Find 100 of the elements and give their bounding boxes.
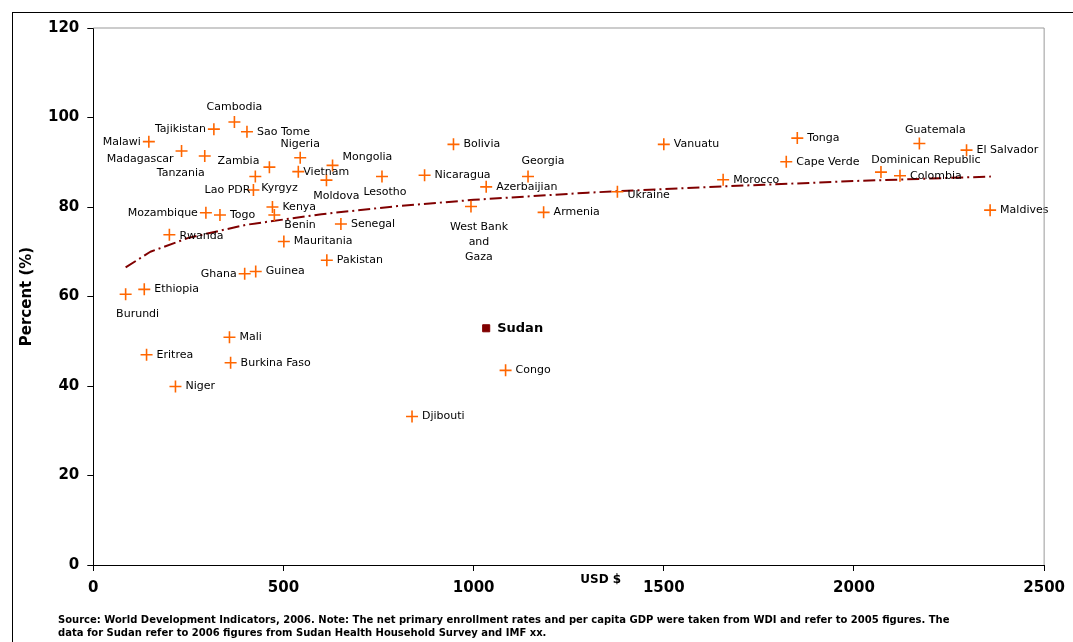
point — [162, 227, 177, 242]
annotation: Vanuatu — [673, 137, 720, 151]
point — [536, 205, 551, 220]
point — [142, 134, 156, 149]
y-tick-label: 120 — [48, 17, 80, 36]
annotation: Togo — [228, 207, 256, 221]
point — [912, 136, 927, 151]
point — [213, 208, 227, 222]
x-tick-label: 0 — [88, 577, 99, 596]
annotation: Kyrgyz — [261, 181, 299, 195]
annotation: Zambia — [217, 154, 260, 168]
annotation: Morocco — [733, 172, 780, 186]
y-tick-label: 40 — [58, 375, 80, 394]
annotation: Colombia — [909, 168, 962, 182]
annotation: Nicaragua — [434, 168, 491, 182]
annotation: Bolivia — [463, 137, 501, 151]
annotation: Benin — [284, 217, 316, 231]
point — [779, 155, 794, 169]
point — [446, 137, 461, 152]
annotation: Lesotho — [363, 185, 407, 199]
annotation: Cape Verde — [796, 154, 860, 168]
annotation: Maldives — [1000, 202, 1049, 216]
annotation: Ethiopia — [154, 282, 200, 296]
point — [498, 363, 513, 378]
point — [223, 355, 238, 370]
point — [207, 122, 221, 136]
annotation: Eritrea — [156, 347, 194, 361]
point — [482, 324, 491, 333]
x-axis-title: USD $ — [580, 572, 622, 587]
annotation: Tonga — [806, 130, 840, 144]
point — [199, 206, 213, 220]
point — [405, 409, 419, 424]
point — [237, 266, 252, 281]
point — [790, 131, 805, 145]
annotation: Senegal — [350, 216, 396, 230]
point — [248, 264, 263, 279]
point — [139, 347, 154, 362]
annotation: Cambodia — [206, 99, 263, 113]
x-tick-label: 500 — [267, 577, 300, 596]
point — [262, 160, 277, 174]
point — [874, 165, 888, 179]
annotation: Mongolia — [342, 150, 393, 164]
point — [893, 168, 907, 183]
point — [137, 282, 152, 297]
x-tick-label: 2500 — [1023, 577, 1065, 596]
point — [716, 172, 730, 187]
annotation: Vietnam — [303, 164, 350, 178]
point — [197, 149, 212, 163]
annotation: Mali — [239, 330, 262, 344]
point — [240, 125, 254, 139]
point — [464, 199, 478, 214]
point — [277, 234, 291, 249]
annotation: Armenia — [553, 205, 600, 219]
annotation: Pakistan — [336, 253, 383, 267]
y-tick-label: 80 — [58, 196, 80, 215]
y-tick-label: 20 — [58, 465, 80, 484]
annotation: Guatemala — [905, 123, 966, 137]
annotation: Nigeria — [280, 136, 320, 150]
y-axis-title: Percent (%) — [16, 246, 35, 347]
annotation: Mozambique — [127, 205, 199, 219]
annotation: Burkina Faso — [240, 355, 312, 369]
annotation: Congo — [515, 363, 551, 377]
annotation: Ghana — [200, 266, 237, 280]
point — [417, 168, 432, 183]
annotation: Georgia — [521, 154, 565, 168]
point — [479, 180, 493, 194]
annotation: Djibouti — [422, 409, 465, 423]
point — [222, 330, 237, 345]
point — [267, 208, 282, 222]
point — [265, 200, 280, 214]
annotation: Guinea — [265, 264, 305, 278]
annotation: Sao Tome — [256, 124, 311, 138]
x-tick-label: 1500 — [642, 577, 685, 596]
y-tick-label: 100 — [48, 107, 80, 126]
point — [174, 144, 189, 158]
annotation: Madagascar — [106, 151, 175, 165]
annotation: Tajikistan — [153, 121, 206, 135]
x-tick-label: 1000 — [452, 577, 495, 596]
annotation: Ukraine — [627, 187, 671, 201]
point — [227, 115, 242, 129]
point — [118, 287, 133, 302]
y-tick-label: 60 — [58, 286, 80, 305]
point — [610, 184, 625, 199]
annotation: Tanzania — [155, 165, 205, 179]
point — [320, 253, 334, 268]
point — [375, 169, 389, 184]
x-tick-label: 2000 — [833, 577, 875, 596]
annotation: West Bank and Gaza — [449, 220, 509, 264]
source-note: Source: World Development Indicators, 2006. Note: The net primary enrollment rates and per capita GDP were taken from WDI and refer to 2005 figures. The data for Sudan refer to 2006 figures from Sudan Health Household Survey and IMF xx. — [58, 613, 951, 639]
annotation: Malawi — [102, 134, 141, 148]
point — [248, 169, 263, 184]
y-tick-label: 0 — [68, 554, 80, 573]
point — [293, 150, 308, 165]
annotation: Mauritania — [293, 234, 353, 248]
point — [657, 137, 671, 152]
point — [983, 203, 997, 217]
point — [334, 217, 348, 231]
annotation: Lao PDR — [204, 182, 251, 196]
annotation: Niger — [185, 379, 216, 393]
series-label: Sudan — [497, 319, 544, 335]
